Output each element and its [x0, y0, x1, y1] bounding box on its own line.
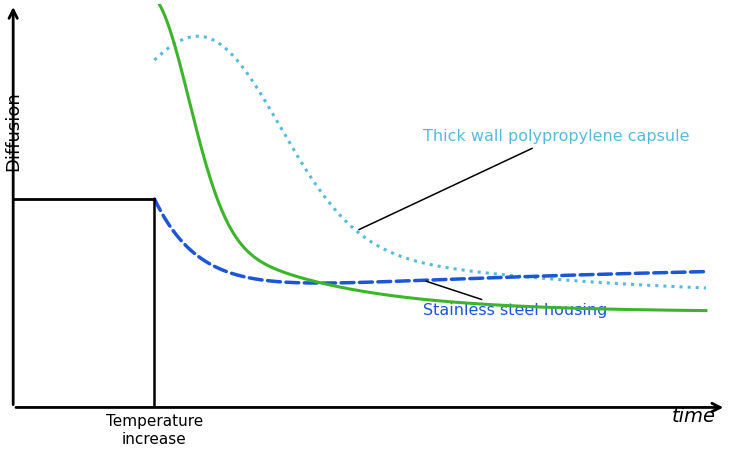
Text: Temperature
increase: Temperature increase [106, 414, 203, 447]
Text: Thick wall polypropylene capsule: Thick wall polypropylene capsule [358, 129, 690, 230]
Text: Diffusion: Diffusion [4, 91, 22, 171]
Text: time: time [672, 407, 716, 427]
Text: Stainless steel housing: Stainless steel housing [424, 281, 608, 318]
Text: Thin wall polypropylene capsule: Thin wall polypropylene capsule [0, 449, 1, 450]
